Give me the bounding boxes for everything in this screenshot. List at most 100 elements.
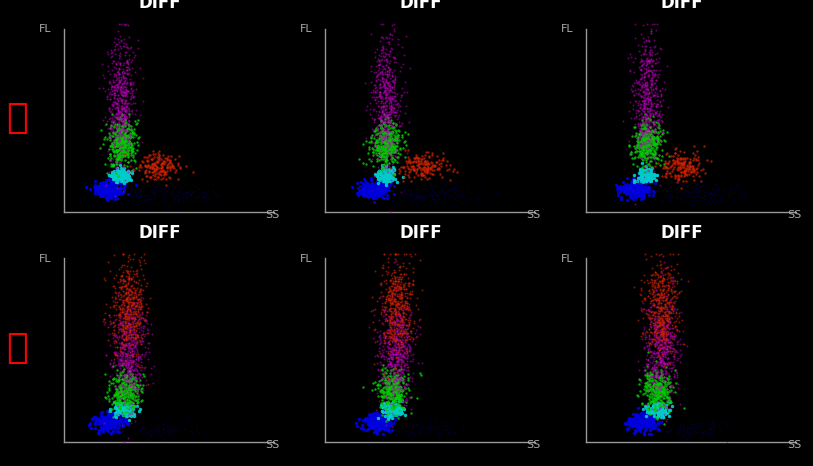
Point bbox=[396, 346, 409, 353]
Point bbox=[384, 134, 397, 142]
Point bbox=[635, 57, 648, 64]
Point bbox=[645, 74, 658, 82]
Point bbox=[633, 426, 646, 433]
Point bbox=[656, 344, 669, 351]
Point bbox=[372, 130, 385, 138]
Point bbox=[683, 200, 696, 208]
Point bbox=[633, 187, 646, 195]
Point bbox=[641, 36, 654, 44]
Point bbox=[393, 370, 406, 377]
Point bbox=[658, 302, 671, 309]
Point bbox=[650, 383, 663, 390]
Point bbox=[385, 291, 398, 299]
Point bbox=[385, 31, 398, 38]
Point bbox=[116, 327, 129, 335]
Point bbox=[396, 309, 409, 317]
Point bbox=[183, 193, 196, 201]
Point bbox=[639, 417, 652, 425]
Point bbox=[641, 145, 654, 153]
Point bbox=[144, 429, 157, 437]
Point bbox=[122, 286, 135, 294]
Point bbox=[650, 303, 663, 310]
Point bbox=[659, 350, 672, 357]
Point bbox=[388, 298, 401, 305]
Point bbox=[116, 408, 129, 415]
Point bbox=[634, 189, 647, 197]
Point bbox=[384, 360, 397, 367]
Point bbox=[385, 97, 398, 105]
Point bbox=[128, 312, 141, 320]
Point bbox=[109, 171, 122, 179]
Point bbox=[395, 338, 408, 346]
Point bbox=[693, 422, 706, 430]
Point bbox=[386, 382, 399, 390]
Point bbox=[376, 135, 389, 143]
Point bbox=[376, 366, 389, 373]
Point bbox=[379, 378, 392, 385]
Point bbox=[129, 362, 142, 370]
Point bbox=[93, 144, 107, 151]
Point bbox=[655, 110, 668, 117]
Point bbox=[654, 337, 667, 345]
Point bbox=[656, 388, 669, 396]
Point bbox=[648, 180, 661, 187]
Point bbox=[134, 302, 147, 309]
Point bbox=[124, 375, 137, 382]
Point bbox=[635, 106, 648, 113]
Point bbox=[648, 329, 661, 336]
Point bbox=[438, 195, 451, 203]
Point bbox=[662, 321, 675, 328]
Point bbox=[382, 416, 395, 424]
Point bbox=[85, 421, 98, 429]
Point bbox=[162, 427, 175, 435]
Point bbox=[675, 275, 688, 283]
Point bbox=[195, 188, 208, 195]
Point bbox=[119, 342, 132, 350]
Point bbox=[420, 169, 433, 177]
Point bbox=[126, 294, 139, 301]
Point bbox=[107, 410, 120, 418]
Point bbox=[377, 103, 390, 110]
Point bbox=[649, 382, 662, 389]
Point bbox=[115, 111, 128, 119]
Point bbox=[373, 58, 386, 65]
Point bbox=[382, 385, 395, 393]
Point bbox=[382, 50, 395, 58]
Point bbox=[645, 404, 658, 411]
Point bbox=[676, 161, 689, 169]
Point bbox=[644, 175, 657, 183]
Point bbox=[124, 197, 137, 205]
Point bbox=[393, 356, 406, 363]
Point bbox=[409, 191, 422, 199]
Point bbox=[653, 66, 666, 74]
Point bbox=[646, 336, 659, 343]
Point bbox=[380, 181, 393, 189]
Point bbox=[376, 414, 389, 421]
Point bbox=[102, 184, 115, 191]
Point bbox=[688, 185, 701, 192]
Point bbox=[630, 134, 643, 141]
Point bbox=[644, 99, 657, 107]
Point bbox=[381, 114, 394, 122]
Point bbox=[396, 306, 409, 314]
Point bbox=[672, 164, 685, 171]
Point bbox=[382, 375, 395, 382]
Point bbox=[369, 142, 382, 149]
Point bbox=[122, 350, 135, 357]
Point bbox=[624, 191, 637, 199]
Point bbox=[638, 47, 651, 54]
Point bbox=[124, 151, 137, 158]
Point bbox=[392, 322, 405, 329]
Point bbox=[93, 179, 107, 187]
Point bbox=[626, 101, 639, 109]
Point bbox=[123, 405, 136, 412]
Point bbox=[650, 408, 663, 416]
Point bbox=[379, 187, 392, 195]
Point bbox=[654, 380, 667, 387]
Point bbox=[660, 150, 673, 158]
Point bbox=[368, 424, 381, 431]
Point bbox=[385, 401, 398, 409]
Point bbox=[108, 326, 121, 333]
Point bbox=[370, 351, 383, 358]
Point bbox=[638, 379, 651, 386]
